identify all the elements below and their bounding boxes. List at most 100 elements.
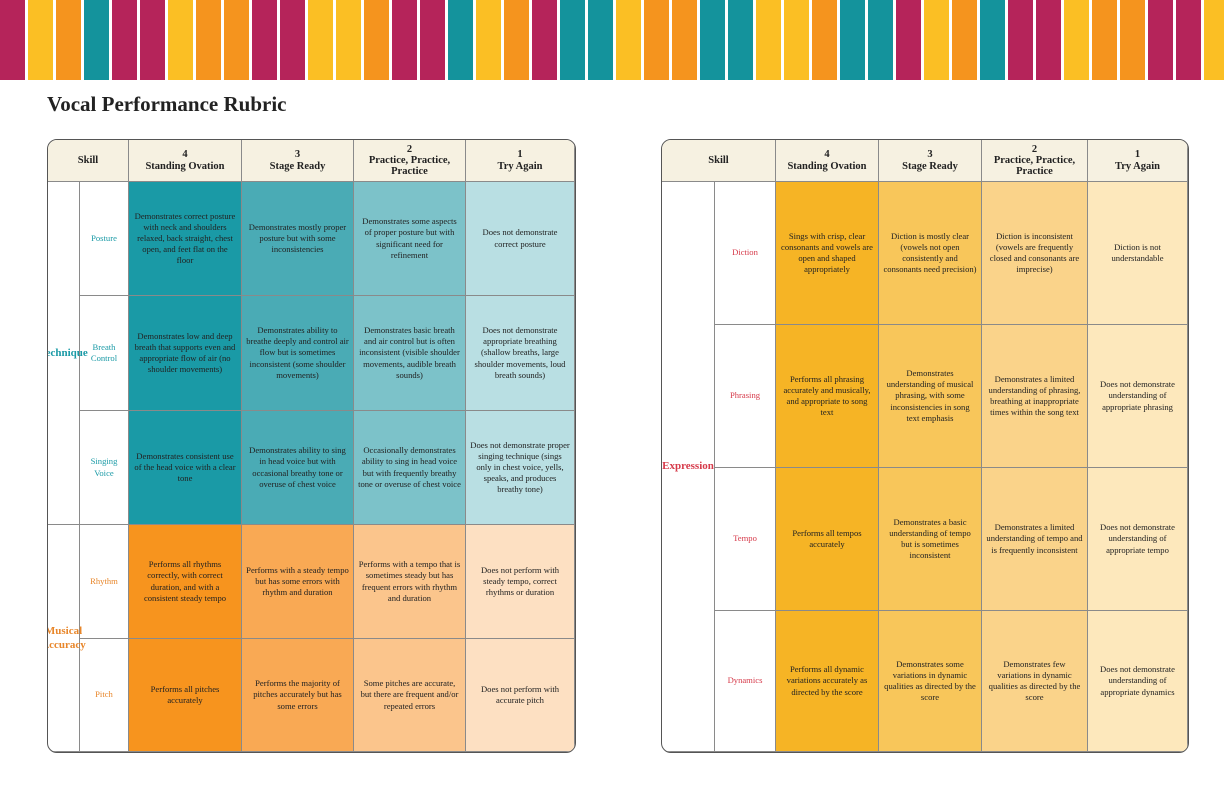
criteria-cell: Does not perform with steady tempo, corr…: [466, 525, 575, 639]
level-number: 3: [294, 149, 301, 161]
level-label: Stage Ready: [269, 160, 326, 172]
criteria-cell: Performs the majority of pitches accurat…: [242, 639, 354, 752]
level-label: Stage Ready: [902, 160, 958, 172]
stripe: [672, 0, 697, 80]
stripe: [84, 0, 109, 80]
stripe: [420, 0, 445, 80]
stripe: [896, 0, 921, 80]
group-cell: Musical Accuracy: [48, 525, 86, 752]
criteria-cell: Demonstrates a limited understanding of …: [982, 468, 1088, 611]
criteria-cell: Demonstrates consistent use of the head …: [129, 411, 242, 525]
criteria-cell: Diction is mostly clear (vowels not open…: [879, 182, 982, 325]
criteria-cell: Demonstrates some variations in dynamic …: [879, 611, 982, 752]
level-number: 4: [182, 149, 188, 161]
stripe: [1064, 0, 1089, 80]
criteria-cell: Performs with a steady tempo but has som…: [242, 525, 354, 639]
stripe: [168, 0, 193, 80]
group-label: Expression: [662, 460, 714, 473]
stripe: [952, 0, 977, 80]
criteria-cell: Demonstrates low and deep breath that su…: [129, 296, 242, 411]
stripe: [28, 0, 53, 80]
stripe: [280, 0, 305, 80]
criteria-cell: Does not demonstrate understanding of ap…: [1088, 468, 1188, 611]
header-cell: 2 Practice, Practice, Practice: [982, 140, 1088, 182]
criteria-cell: Demonstrates mostly proper posture but w…: [242, 182, 354, 296]
skill-cell: Dynamics: [715, 611, 776, 752]
stripe: [196, 0, 221, 80]
stripe: [1120, 0, 1145, 80]
level-label: Practice, Practice, Practice: [993, 154, 1076, 177]
header-cell: Skill: [48, 140, 129, 182]
level-number: 1: [1134, 149, 1141, 161]
level-label: Standing Ovation: [145, 160, 225, 172]
level-label: Try Again: [1114, 160, 1161, 172]
header-cell: 1 Try Again: [1088, 140, 1188, 182]
criteria-cell: Demonstrates understanding of musical ph…: [879, 325, 982, 468]
header-cell: 2 Practice, Practice, Practice: [354, 140, 466, 182]
stripe: [1148, 0, 1173, 80]
level-number: 1: [517, 149, 523, 161]
skill-cell: Phrasing: [715, 325, 776, 468]
criteria-cell: Does not demonstrate understanding of ap…: [1088, 611, 1188, 752]
header-cell: 3 Stage Ready: [879, 140, 982, 182]
criteria-cell: Performs all dynamic variations accurate…: [776, 611, 879, 752]
stripe: [868, 0, 893, 80]
stripe: [812, 0, 837, 80]
stripe: [728, 0, 753, 80]
stripe-banner: [0, 0, 1224, 80]
stripe: [588, 0, 613, 80]
criteria-cell: Does not demonstrate correct posture: [466, 182, 575, 296]
stripe: [140, 0, 165, 80]
stripe: [756, 0, 781, 80]
stripe: [1176, 0, 1201, 80]
level-label: Standing Ovation: [787, 160, 867, 172]
group-label: Technique: [48, 346, 88, 359]
stripe: [700, 0, 725, 80]
header-cell: Skill: [662, 140, 776, 182]
stripe: [1008, 0, 1033, 80]
stripe: [560, 0, 585, 80]
level-label: Practice, Practice, Practice: [368, 154, 451, 177]
criteria-cell: Does not demonstrate understanding of ap…: [1088, 325, 1188, 468]
criteria-cell: Performs with a tempo that is sometimes …: [354, 525, 466, 639]
stripe: [840, 0, 865, 80]
page-title: Vocal Performance Rubric: [47, 92, 287, 116]
criteria-cell: Does not demonstrate proper singing tech…: [466, 411, 575, 525]
skill-cell: Tempo: [715, 468, 776, 611]
criteria-cell: Demonstrates correct posture with neck a…: [129, 182, 242, 296]
stripe: [224, 0, 249, 80]
skill-cell: Diction: [715, 182, 776, 325]
stripe: [1036, 0, 1061, 80]
header-cell: 3 Stage Ready: [242, 140, 354, 182]
stripe: [532, 0, 557, 80]
rubric-table: Skill 4 Standing Ovation 3 Stage Ready 2 Pract…: [47, 139, 576, 753]
level-label: Try Again: [497, 160, 543, 172]
stripe: [1092, 0, 1117, 80]
criteria-cell: Sings with crisp, clear consonants and v…: [776, 182, 879, 325]
stripe: [364, 0, 389, 80]
criteria-cell: Occasionally demonstrates ability to sin…: [354, 411, 466, 525]
stripe: [308, 0, 333, 80]
skill-cell: Posture: [80, 182, 129, 296]
stripe: [980, 0, 1005, 80]
level-number: 2: [406, 143, 413, 155]
stripe: [504, 0, 529, 80]
header-cell: 4 Standing Ovation: [776, 140, 879, 182]
stripe: [616, 0, 641, 80]
group-cell: Technique: [48, 182, 88, 525]
criteria-cell: Demonstrates ability to sing in head voi…: [242, 411, 354, 525]
criteria-cell: Diction is inconsistent (vowels are freq…: [982, 182, 1088, 325]
stripe: [252, 0, 277, 80]
stripe: [448, 0, 473, 80]
skill-cell: Singing Voice: [80, 411, 129, 525]
criteria-cell: Demonstrates a limited understanding of …: [982, 325, 1088, 468]
stripe: [336, 0, 361, 80]
criteria-cell: Performs all tempos accurately: [776, 468, 879, 611]
stripe: [112, 0, 137, 80]
group-label: Musical Accuracy: [47, 624, 86, 651]
level-number: 4: [824, 149, 830, 161]
criteria-cell: Does not demonstrate appropriate breathi…: [466, 296, 575, 411]
criteria-cell: Performs all pitches accurately: [129, 639, 242, 752]
rubric-table: Skill 4 Standing Ovation 3 Stage Ready 2 Pract…: [661, 139, 1189, 753]
